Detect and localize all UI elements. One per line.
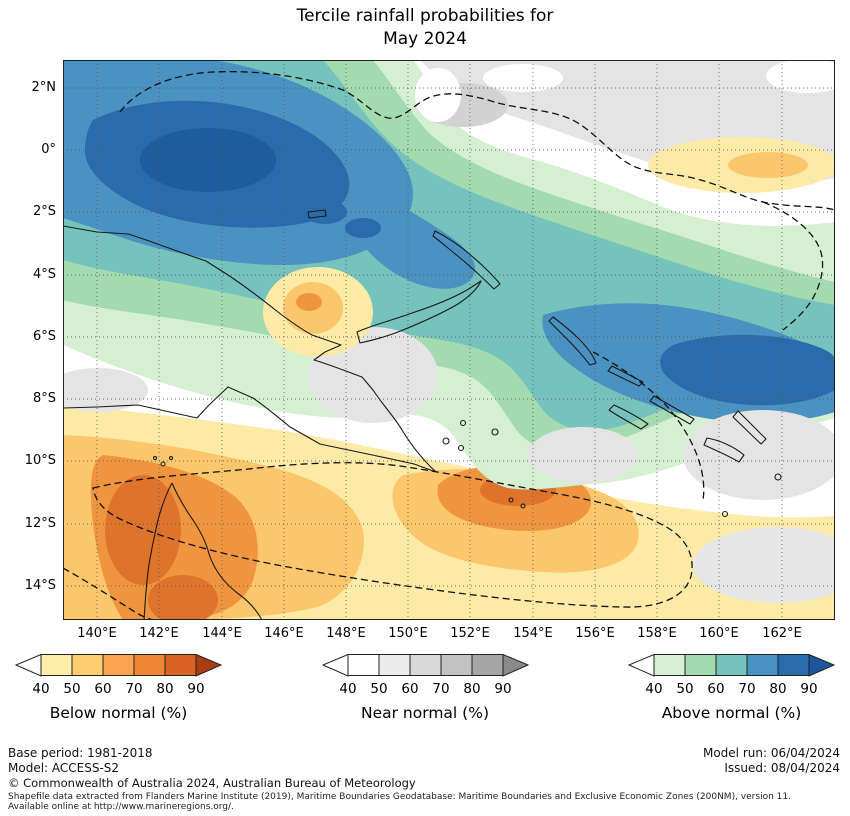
shapefile-note: Shapefile data extracted from Flanders M… (8, 792, 791, 802)
legend-row: 40 50 60 70 80 90 Below normal (%) 40 50 60 70 80… (0, 653, 850, 722)
coastline-new-ireland (432, 230, 501, 290)
lat-tick-label: 6°S (32, 329, 56, 344)
coastline-new-britain (356, 280, 482, 344)
svg-text:40: 40 (32, 681, 49, 697)
lat-tick-label: 0° (41, 142, 56, 157)
svg-text:70: 70 (738, 681, 755, 697)
legend-colorbar-svg: 40 50 60 70 80 90 (627, 653, 836, 697)
legend-near-normal: 40 50 60 70 80 90 Near normal (%) (321, 653, 529, 722)
model-text: Model: ACCESS-S2 (8, 761, 120, 775)
lat-tick-label: 2°S (32, 204, 56, 219)
copyright-text: © Commonwealth of Australia 2024, Austra… (8, 776, 416, 790)
svg-text:60: 60 (94, 681, 111, 697)
colorbar-above-normal: 40 50 60 70 80 90 (627, 653, 836, 702)
legend-label: Near normal (%) (361, 704, 489, 722)
legend-label: Above normal (%) (661, 704, 802, 722)
svg-text:80: 80 (769, 681, 786, 697)
graticule-grid (63, 60, 835, 620)
legend-label: Below normal (%) (49, 704, 188, 722)
legend-above-normal: 40 50 60 70 80 90 Above normal (%) (627, 653, 836, 722)
svg-text:60: 60 (401, 681, 418, 697)
coastline-cape-york-east (171, 482, 263, 620)
lon-tick-label: 162°E (762, 626, 802, 641)
lon-tick-label: 144°E (202, 626, 242, 641)
lon-tick-label: 160°E (699, 626, 739, 641)
coastlines (63, 209, 782, 620)
lat-tick-label: 14°S (24, 578, 56, 593)
lon-tick-label: 150°E (388, 626, 428, 641)
contour-above-normal (63, 60, 835, 490)
title-line-1: Tercile rainfall probabilities for (296, 6, 554, 26)
lat-tick-label: 4°S (32, 267, 56, 282)
map-frame (63, 60, 835, 620)
lat-tick-label: 10°S (24, 453, 56, 468)
lon-tick-label: 148°E (326, 626, 366, 641)
svg-text:80: 80 (463, 681, 480, 697)
svg-text:90: 90 (187, 681, 204, 697)
figure-title: Tercile rainfall probabilities for May 2… (0, 5, 850, 51)
svg-text:50: 50 (63, 681, 80, 697)
svg-text:50: 50 (676, 681, 693, 697)
coastline-santa-isabel (649, 395, 695, 425)
coastline-bougainville (548, 316, 597, 366)
svg-text:40: 40 (645, 681, 662, 697)
eez-boundary (63, 71, 835, 620)
legend-colorbar-svg: 40 50 60 70 80 90 (321, 653, 529, 697)
coastline-guadalcanal (703, 437, 745, 463)
title-line-2: May 2024 (383, 29, 467, 49)
issued-text: Issued: 08/04/2024 (724, 761, 840, 775)
coastline-new-georgia (608, 404, 649, 430)
legend-below-normal: 40 50 60 70 80 90 Below normal (%) (14, 653, 223, 722)
legend-colorbar-svg: 40 50 60 70 80 90 (14, 653, 223, 697)
lon-tick-label: 140°E (77, 626, 117, 641)
lat-tick-label: 2°N (31, 80, 57, 95)
coastline-new-guinea (63, 225, 437, 473)
colorbar-below-normal: 40 50 60 70 80 90 (14, 653, 223, 702)
svg-text:50: 50 (370, 681, 387, 697)
svg-text:40: 40 (339, 681, 356, 697)
svg-text:90: 90 (494, 681, 511, 697)
lon-tick-label: 152°E (450, 626, 490, 641)
model-run-text: Model run: 06/04/2024 (702, 746, 840, 760)
coastline-manus (307, 209, 327, 219)
lat-tick-label: 8°S (32, 391, 56, 406)
svg-text:90: 90 (800, 681, 817, 697)
svg-text:70: 70 (125, 681, 142, 697)
coastline-malaita (732, 410, 767, 445)
lon-tick-label: 154°E (513, 626, 553, 641)
lon-tick-label: 142°E (139, 626, 179, 641)
coastline-cape-york-west (143, 482, 173, 620)
svg-text:60: 60 (707, 681, 724, 697)
svg-text:80: 80 (156, 681, 173, 697)
svg-text:70: 70 (432, 681, 449, 697)
colorbar-near-normal: 40 50 60 70 80 90 (321, 653, 529, 702)
map-canvas (63, 60, 835, 620)
lon-tick-label: 158°E (637, 626, 677, 641)
availability-note: Available online at http://www.marinereg… (8, 802, 234, 812)
base-period-text: Base period: 1981-2018 (8, 746, 153, 760)
lon-tick-label: 146°E (264, 626, 304, 641)
lon-tick-label: 156°E (575, 626, 615, 641)
lat-tick-label: 12°S (24, 516, 56, 531)
